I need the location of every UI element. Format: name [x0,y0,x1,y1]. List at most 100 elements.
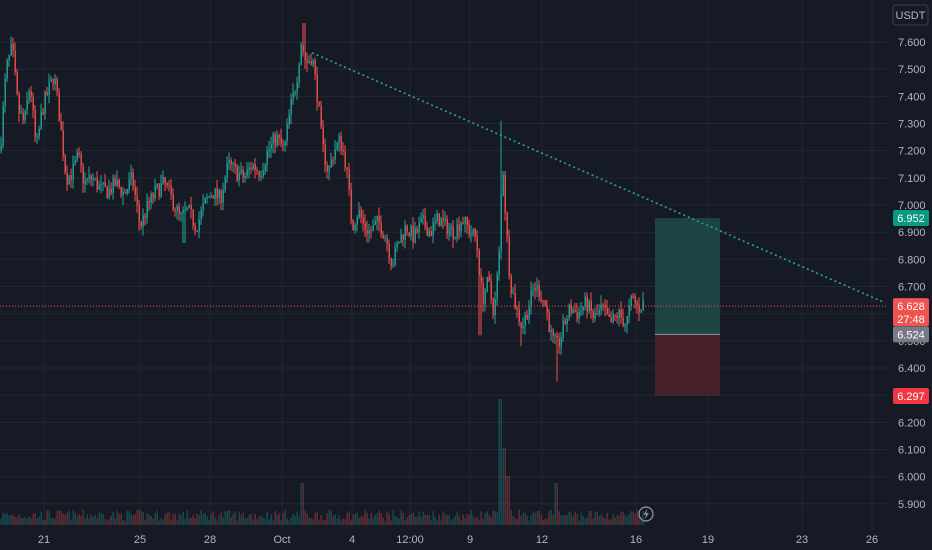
candle-body [230,160,232,165]
volume-bar [360,516,362,525]
candle-body [326,165,328,172]
candle-body [288,114,290,125]
long-position-tool[interactable] [655,218,720,397]
volume-bar [290,517,292,525]
trendline[interactable] [311,52,886,304]
candle-body [44,92,46,114]
candle-body [470,234,472,236]
y-tick-label: 7.200 [898,146,926,158]
volume-bar [220,512,222,525]
volume-bar [366,512,368,525]
volume-bar [172,514,174,525]
volume-bar [370,512,372,525]
volume-bar [400,510,402,525]
candle-body [330,159,332,167]
volume-bar [348,511,350,525]
candle-body [298,65,300,82]
candle-body [198,219,200,232]
volume-bar [230,517,232,525]
lightning-icon[interactable] [638,506,654,522]
volume-bar [388,513,390,525]
candle-body [174,209,176,211]
candle-body [592,311,594,319]
volume-bar [402,513,404,525]
candle-body [304,51,306,61]
y-tick-label: 7.400 [898,91,926,103]
volume-bar [500,399,502,525]
candle-body [316,74,318,102]
volume-bar [502,448,504,525]
candle-body [148,200,150,203]
volume-bar [510,509,512,525]
volume-bar [376,513,378,525]
volume-bar [248,514,250,525]
candle-body [614,314,616,316]
volume-bar [142,511,144,525]
volume-bar [214,517,216,525]
candle-body [208,196,210,198]
volume-bar [358,517,360,525]
volume-bar [392,509,394,525]
currency-label-box[interactable]: USDT [892,4,929,26]
volume-bar [536,511,538,525]
candle-body [150,193,152,203]
candle-body [98,184,100,190]
time-axis[interactable]: 21 25 28 Oct 4 12:00 9 12 16 19 23 26 [38,534,878,546]
y-tick-label: 7.000 [898,200,926,212]
volume-bar [538,510,540,525]
candle-body [28,91,30,101]
volume-bar [524,512,526,525]
candle-body [280,137,282,145]
volume-bar [240,514,242,525]
volume-bar [506,476,508,525]
volume-bar [498,399,500,525]
volume-bar [280,520,282,525]
candle-body [478,249,480,276]
candle-body [474,228,476,237]
volume-bar [546,518,548,525]
volume-bar [164,514,166,525]
volume-bar [618,515,620,525]
volume-bar [14,517,16,525]
candle-body [338,136,340,143]
volume-bar [8,515,10,525]
volume-bar [594,511,596,525]
candle-body [458,224,460,232]
candle-body [360,210,362,218]
volume-bar [108,519,110,525]
candle-body [134,186,136,196]
candle-body [268,149,270,152]
candle-body [384,237,386,239]
candle-body [600,304,602,310]
candle-body [38,128,40,137]
volume-bar [466,513,468,525]
volume-bar [616,515,618,525]
candle-body [412,225,414,243]
candle-body [162,177,164,184]
volume-bar [202,514,204,525]
candle-body [632,295,634,297]
candle-body [390,258,392,267]
profit-zone[interactable] [655,218,720,335]
candle-body [302,44,304,52]
candle-body [570,304,572,313]
volume-bar [126,510,128,525]
candle-body [140,221,142,227]
volume-bar [528,520,530,525]
volume-bar [200,509,202,525]
loss-zone[interactable] [655,334,720,397]
stop-price-tag-text: 6.297 [897,391,925,403]
candle-body [266,151,268,166]
candle-body [192,209,194,226]
volume-bar [424,514,426,525]
overlay-lines [0,52,888,307]
candle-body [418,222,420,233]
candle-body [62,130,64,156]
x-tick-label: 23 [796,534,808,546]
candle-body [130,172,132,180]
volume-bar [308,517,310,525]
candle-body [78,152,80,155]
volume-bar [236,520,238,525]
volume-bar [52,518,54,525]
